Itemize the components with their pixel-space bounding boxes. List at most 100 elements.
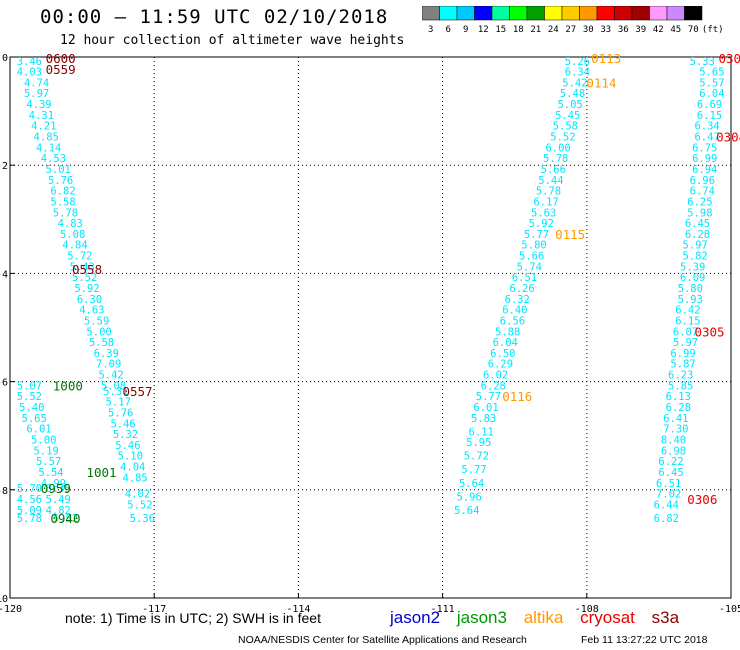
scale-label: 36	[618, 25, 629, 35]
wave-height-value: 6.45	[658, 467, 683, 479]
scale-label: 30	[583, 25, 594, 35]
wave-height-value: 5.88	[495, 326, 520, 338]
wave-height-value: 6.00	[545, 142, 570, 154]
time-label: 0557	[122, 384, 152, 399]
wave-height-value: 5.97	[673, 337, 698, 349]
footer-credit: NOAA/NESDIS Center for Satellite Applica…	[238, 634, 527, 646]
scale-label: 33	[600, 25, 611, 35]
wave-height-value: 5.49	[46, 494, 71, 506]
wave-height-value: 5.93	[678, 294, 703, 306]
scale-label: 18	[513, 25, 524, 35]
wave-height-value: 5.26	[565, 56, 590, 68]
wave-height-value: 5.31	[103, 386, 128, 398]
wave-height-value: 6.69	[697, 99, 722, 111]
scale-swatch	[614, 6, 633, 21]
time-label: 0559	[46, 62, 76, 77]
wave-height-value: 5.65	[699, 67, 724, 79]
page-subtitle: 12 hour collection of altimeter wave hei…	[60, 33, 405, 48]
scale-swatch	[561, 6, 580, 21]
wave-height-value: 5.64	[454, 505, 479, 517]
wave-height-value: 6.28	[481, 380, 506, 392]
wave-height-value: 6.75	[692, 142, 717, 154]
wave-height-value: 6.82	[654, 513, 679, 525]
wave-height-value: 6.51	[512, 272, 537, 284]
wave-height-value: 6.50	[490, 348, 515, 360]
wave-height-value: 7.09	[96, 359, 121, 371]
y-tick-label: -10	[0, 594, 8, 605]
time-label: 0558	[72, 262, 102, 277]
wave-height-value: 5.39	[680, 261, 705, 273]
scale-label: 27	[565, 25, 576, 35]
wave-height-value: 6.17	[533, 196, 558, 208]
wave-height-value: 5.48	[560, 88, 585, 100]
legend-s3a: s3a	[651, 608, 680, 627]
wave-height-value: 5.74	[517, 261, 542, 273]
wave-height-value: 5.19	[34, 445, 59, 457]
wave-height-value: 5.46	[110, 418, 135, 430]
scale-swatch	[526, 6, 545, 21]
wave-height-value: 6.15	[697, 110, 722, 122]
wave-height-value: 5.80	[521, 240, 546, 252]
wave-height-value: 6.11	[469, 426, 494, 438]
wave-height-value: 5.78	[536, 186, 561, 198]
legend-altika: altika	[523, 608, 564, 627]
units-note: note: 1) Time is in UTC; 2) SWH is in fe…	[65, 610, 321, 626]
wave-height-value: 6.82	[50, 186, 75, 198]
wave-height-value: 6.74	[690, 186, 715, 198]
wave-height-value: 4.83	[58, 218, 83, 230]
wave-height-value: 4.21	[31, 121, 56, 133]
wave-height-value: 6.96	[690, 175, 715, 187]
color-scale: 3 6 9 12 15 18 21 24 27 30 33 36 39 42 45 70 (ft)	[422, 6, 724, 35]
wave-height-value: 6.26	[509, 283, 534, 295]
wave-height-value: 5.98	[687, 207, 712, 219]
wave-height-value: 5.08	[60, 229, 85, 241]
wave-height-value: 6.04	[493, 337, 518, 349]
wave-height-value: 3.46	[17, 56, 42, 68]
wave-height-value: 7.30	[663, 424, 688, 436]
wave-height-value: 5.43	[70, 261, 95, 273]
wave-height-value: 6.42	[675, 305, 700, 317]
wave-height-value: 6.39	[94, 348, 119, 360]
wave-height-value: 6.04	[699, 88, 724, 100]
wave-height-value: 5.82	[682, 251, 707, 263]
wave-height-value: 6.32	[505, 294, 530, 306]
scale-label: 9	[463, 25, 468, 35]
y-tick-label: -6	[0, 378, 8, 389]
time-label: 0306	[687, 492, 717, 507]
wave-height-value: 5.46	[115, 440, 140, 452]
scale-swatch	[439, 6, 458, 21]
wave-height-value: 5.44	[538, 175, 563, 187]
wave-height-value: 6.34	[565, 67, 590, 79]
satellite-legend: jason2 jason3 altika cryosat s3a	[390, 608, 691, 628]
time-label: 0115	[555, 227, 585, 242]
time-label: 0600	[46, 51, 76, 66]
x-tick-label: -105	[719, 604, 740, 615]
wave-height-value: 4.85	[122, 472, 147, 484]
wave-height-value: 6.28	[666, 402, 691, 414]
time-label: 0305	[694, 324, 724, 339]
scale-label: 45	[670, 25, 681, 35]
wave-height-value: 8.40	[661, 434, 686, 446]
wave-height-value: 5.52	[72, 272, 97, 284]
wave-height-value: 4.84	[62, 240, 87, 252]
wave-height-value: 5.58	[50, 196, 75, 208]
wave-height-value: 6.40	[502, 305, 527, 317]
wave-height-value: 6.51	[656, 478, 681, 490]
wave-height-value: 4.99	[41, 478, 66, 490]
wave-height-value: 6.15	[675, 315, 700, 327]
legend-jason3: jason3	[456, 608, 507, 627]
scale-swatch	[509, 6, 528, 21]
wave-height-value: 5.32	[113, 429, 138, 441]
wave-height-value: 5.70	[17, 483, 42, 495]
wave-height-value: 4.03	[17, 67, 42, 79]
scale-label: (ft)	[702, 25, 724, 35]
wave-height-value: 6.47	[694, 132, 719, 144]
time-label: 0116	[502, 389, 532, 404]
wave-height-value: 5.57	[699, 77, 724, 89]
wave-height-value: 6.45	[685, 218, 710, 230]
wave-height-value: 5.72	[464, 451, 489, 463]
wave-height-value: 5.95	[466, 437, 491, 449]
wave-height-value: 4.53	[41, 153, 66, 165]
wave-height-value: 5.96	[457, 491, 482, 503]
